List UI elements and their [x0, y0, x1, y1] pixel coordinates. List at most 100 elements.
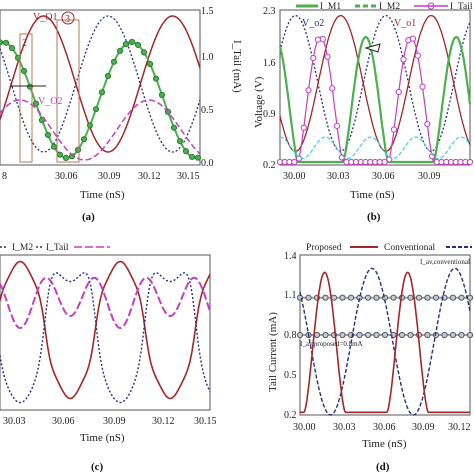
panel-a-box-2	[19, 33, 33, 163]
series-avg-proposed-marker	[458, 331, 465, 339]
panel-a-annot-vo2: V_O2	[38, 96, 62, 107]
panel-b-ytick: 1.6	[263, 58, 276, 69]
panel-a-circle-3	[61, 11, 75, 25]
panel-c-xtick: 30.06	[52, 416, 75, 427]
series-avg-conventional-marker	[322, 294, 329, 301]
panel-c-frame	[0, 254, 211, 411]
panel-d: Proposed Conventional I_av,conventional …	[267, 243, 474, 473]
panel-c-xtick: 30.15	[194, 416, 217, 427]
panel-d-ylabel: Tail Current (mA)	[267, 312, 279, 392]
series-proposed	[300, 271, 471, 414]
series-itail-marker	[146, 60, 154, 68]
series-itail-marker	[44, 131, 52, 138]
panel-b-xtick: 30.00	[283, 171, 306, 182]
series-avg-conventional-marker	[458, 294, 465, 301]
series-itail-marker	[390, 126, 398, 133]
panel-a-ytick: 1.5	[201, 6, 214, 17]
panel-c-xtick: 30.09	[103, 416, 126, 427]
panel-b-xlabel: Time (nS)	[350, 189, 395, 201]
series-avg-proposed-marker	[466, 331, 474, 339]
series-avg-conventional-marker	[347, 294, 355, 301]
series-avg-proposed-marker	[339, 331, 346, 339]
panel-d-ytick: 0.5	[284, 370, 297, 381]
panel-b-caption: (b)	[367, 211, 381, 223]
series-avg-proposed-marker	[441, 331, 448, 339]
series-itail-marker	[20, 67, 28, 75]
panel-c-xtick: 30.12	[152, 416, 175, 427]
panel-d-ytick: 1.1	[284, 290, 297, 301]
series-itail	[0, 276, 211, 330]
series-itail-marker	[0, 39, 4, 46]
series-itail	[280, 36, 470, 163]
series-itail-marker	[333, 122, 341, 130]
panel-b-xtick: 30.09	[418, 171, 441, 182]
series-itail-marker	[152, 75, 160, 82]
panel-d-ytick: 1.4	[284, 251, 297, 262]
series-itail-marker	[324, 53, 331, 60]
panel-d-xtick: 30.00	[293, 422, 316, 433]
panel-c-legend-tail: I_Tail	[46, 243, 69, 253]
panel-d-xtick: 30.03	[333, 422, 356, 433]
series-itail-marker	[300, 124, 307, 131]
series-vo2-dotted	[0, 15, 201, 153]
panel-a-box-3	[56, 19, 80, 163]
panel-d-ytick: 0.2	[284, 410, 297, 421]
series-im1	[278, 35, 472, 164]
series-itail-marker	[310, 55, 317, 62]
series-itail-marker	[414, 52, 421, 59]
series-itail-marker	[188, 153, 196, 160]
panel-c-xtick: 30.03	[3, 416, 26, 427]
panel-a-ytick: 0.0	[201, 158, 214, 169]
series-avg-proposed-marker	[296, 331, 304, 339]
panel-b-legend-m1: I_M1	[320, 2, 341, 12]
panel-b-annot-vo1: V_o1	[394, 18, 416, 29]
panel-a-xtick: 30.15	[177, 171, 200, 182]
series-itail-marker	[134, 41, 142, 49]
panel-a-xtick: 30.06	[55, 171, 78, 182]
series-avg-conventional-marker	[339, 294, 346, 301]
series-itail-marker	[14, 54, 22, 61]
series-avg-proposed-marker	[398, 331, 406, 339]
series-im1	[0, 260, 211, 400]
series-itail-green	[0, 41, 201, 160]
panel-a-xlabel: Time (nS)	[80, 189, 125, 201]
panel-a-caption: (a)	[82, 211, 95, 223]
panel-d-legend-proposed: Proposed	[306, 243, 342, 253]
series-avg-proposed-marker	[449, 331, 457, 339]
series-itail-marker	[194, 154, 202, 161]
series-itail-marker	[80, 136, 88, 143]
series-itail-marker	[305, 87, 312, 94]
panel-d-xlabel: Time (nS)	[362, 438, 407, 450]
series-itail-marker	[395, 88, 402, 96]
panel-b: I_M1 I_M2 I_Tail V_o2 V_o1 2.3 1.6 0.9 0…	[253, 2, 474, 223]
panel-b-ytick: 0.9	[263, 109, 276, 120]
panel-a-frame	[0, 9, 201, 166]
panel-d-xtick: 30.06	[373, 422, 396, 433]
series-vo1	[0, 15, 201, 153]
series-avg-conventional-marker	[466, 294, 474, 301]
series-im2	[0, 272, 211, 404]
series-itail-marker	[86, 122, 94, 129]
panel-d-annot-proposed: I_av,proposed=0.8mA	[300, 340, 363, 348]
panel-a-annot-2: 2	[22, 38, 27, 49]
series-avg-proposed-marker	[424, 331, 431, 339]
series-avg-proposed-marker	[322, 331, 329, 339]
panel-d-legend-conventional: Conventional	[384, 243, 436, 253]
panel-c-xlabel: Time (nS)	[80, 432, 125, 444]
series-itail-marker	[56, 151, 64, 158]
panel-b-legend-m2: I_M2	[379, 2, 400, 12]
series-itail-marker	[176, 138, 184, 145]
panel-d-caption: (d)	[376, 461, 390, 473]
panel-d-ytick: 0.8	[284, 330, 297, 341]
series-itail-marker	[329, 85, 336, 92]
panel-b-xtick: 30.06	[372, 171, 395, 182]
series-avg-conventional-marker	[390, 294, 397, 301]
series-avg-conventional-marker	[424, 294, 431, 301]
panel-b-arrow	[364, 43, 381, 53]
panel-a-annot-vo1: V_O1	[33, 12, 57, 23]
panel-a: 2 3 V_O1 V_O2 1.5 1.0 0.5 0.0 I_Tail (mA…	[0, 6, 243, 223]
series-avg-conventional-marker	[449, 294, 457, 301]
series-avg-proposed-marker	[356, 331, 363, 339]
series-vo1	[279, 14, 471, 152]
series-itail-marker	[128, 38, 136, 46]
